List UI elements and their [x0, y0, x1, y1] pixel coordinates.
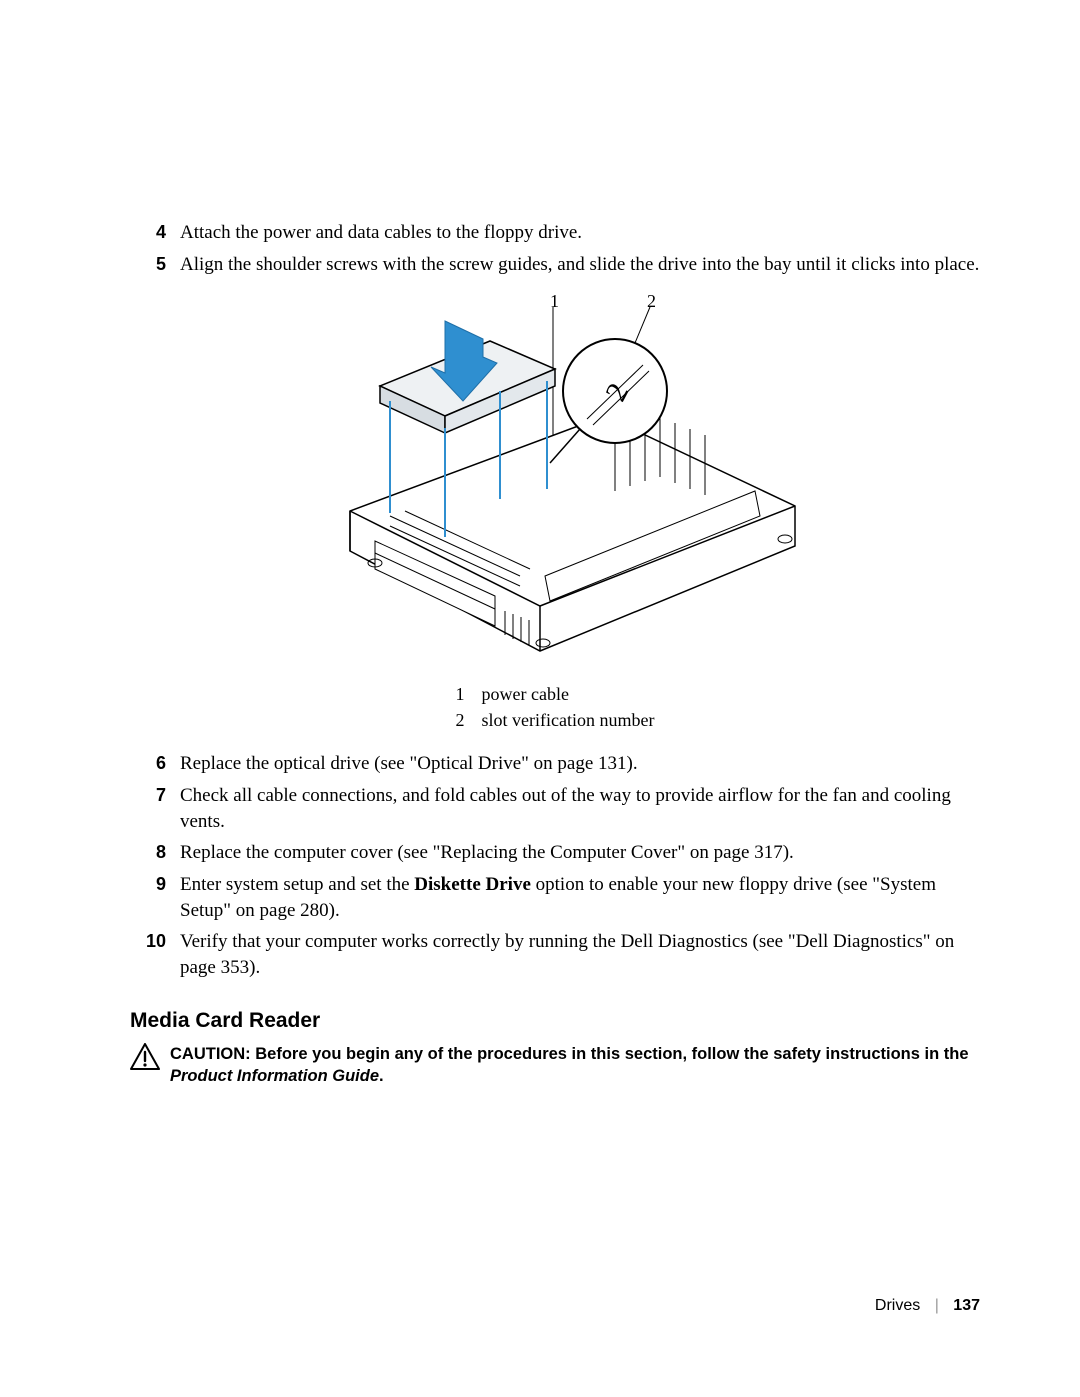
step-text: Enter system setup and set the Diskette …: [180, 872, 980, 923]
step-text: Replace the optical drive (see "Optical …: [180, 751, 980, 777]
step-text-bold: Diskette Drive: [414, 874, 531, 895]
step-number: 10: [130, 929, 180, 980]
step-number: 7: [130, 783, 180, 834]
step-number: 4: [130, 220, 180, 246]
step-number: 6: [130, 751, 180, 777]
step-text: Check all cable connections, and fold ca…: [180, 783, 980, 834]
caution-body-italic: Product Information Guide: [170, 1067, 379, 1085]
figure-legend: 1 power cable 2 slot verification number: [130, 681, 980, 733]
legend-label: slot verification number: [482, 707, 655, 733]
computer-diagram: 2: [295, 291, 815, 671]
caution-block: CAUTION: Before you begin any of the pro…: [130, 1043, 980, 1088]
footer-section: Drives: [875, 1297, 920, 1314]
step-item: 6 Replace the optical drive (see "Optica…: [130, 751, 980, 777]
step-text: Attach the power and data cables to the …: [180, 220, 980, 246]
caution-label: CAUTION:: [170, 1045, 255, 1063]
legend-row: 2 slot verification number: [456, 707, 655, 733]
footer-page-number: 137: [953, 1297, 980, 1314]
caution-body-pre: Before you begin any of the procedures i…: [255, 1045, 968, 1063]
step-text: Replace the computer cover (see "Replaci…: [180, 840, 980, 866]
step-number: 9: [130, 872, 180, 923]
figure-inner: 1 2: [295, 291, 815, 671]
legend-number: 2: [456, 707, 482, 733]
legend-row: 1 power cable: [456, 681, 655, 707]
step-item: 9 Enter system setup and set the Diskett…: [130, 872, 980, 923]
step-item: 5 Align the shoulder screws with the scr…: [130, 252, 980, 278]
caution-text: CAUTION: Before you begin any of the pro…: [170, 1043, 980, 1088]
caution-icon: [130, 1043, 160, 1071]
manual-page: 4 Attach the power and data cables to th…: [0, 0, 1080, 1397]
section-heading: Media Card Reader: [130, 1009, 980, 1033]
step-number: 5: [130, 252, 180, 278]
page-footer: Drives | 137: [875, 1297, 980, 1315]
steps-list-top: 4 Attach the power and data cables to th…: [130, 220, 980, 277]
step-text: Align the shoulder screws with the screw…: [180, 252, 980, 278]
step-item: 4 Attach the power and data cables to th…: [130, 220, 980, 246]
step-text-pre: Enter system setup and set the: [180, 874, 414, 895]
legend-label: power cable: [482, 681, 569, 707]
steps-list-bottom: 6 Replace the optical drive (see "Optica…: [130, 751, 980, 980]
step-item: 8 Replace the computer cover (see "Repla…: [130, 840, 980, 866]
legend-number: 1: [456, 681, 482, 707]
step-item: 10 Verify that your computer works corre…: [130, 929, 980, 980]
caution-body-post: .: [379, 1067, 384, 1085]
footer-separator: |: [925, 1297, 949, 1314]
step-item: 7 Check all cable connections, and fold …: [130, 783, 980, 834]
step-number: 8: [130, 840, 180, 866]
step-text: Verify that your computer works correctl…: [180, 929, 980, 980]
figure-block: 1 2: [130, 291, 980, 671]
